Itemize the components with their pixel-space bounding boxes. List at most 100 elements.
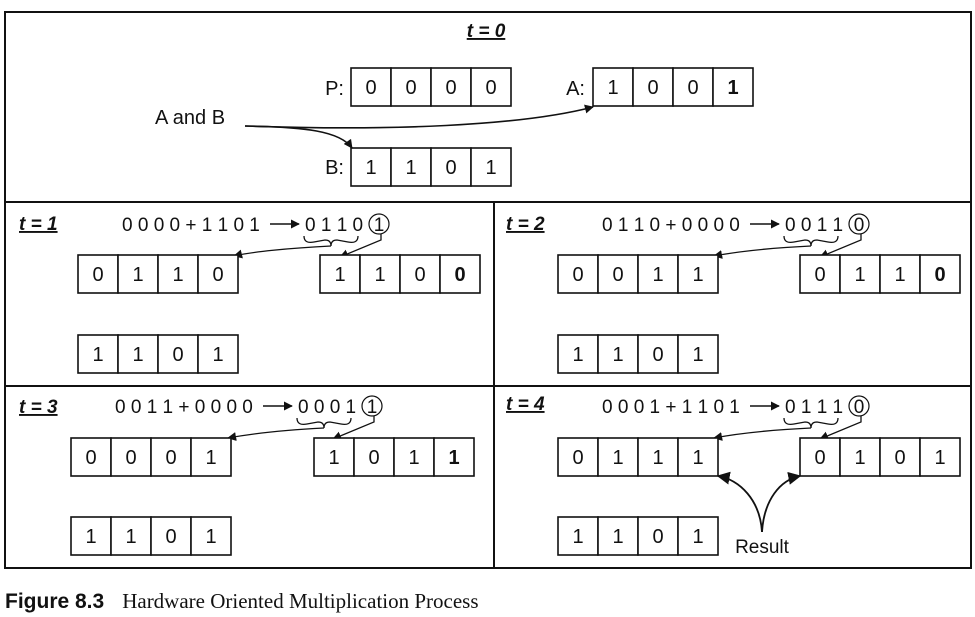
result-brace (783, 417, 839, 429)
bit-value: 0 (814, 264, 825, 286)
bit-value: 1 (652, 264, 663, 286)
operation-result: 0 1 1 0 (305, 215, 363, 236)
panel-t3: t = 3 0 0 1 1 + 0 0 0 0 0 0 0 1 1 0 0 0 1 1… (19, 395, 475, 556)
register-p: 0 1 1 0 (77, 254, 239, 294)
bit-cell (677, 334, 719, 374)
bit-cell (919, 254, 961, 294)
shifted-bit: 1 (367, 397, 378, 418)
bit-value: 1 (85, 526, 96, 548)
bit-cell (190, 516, 232, 556)
bit-value: 1 (205, 526, 216, 548)
result-brace (783, 235, 839, 247)
register-p: 0 1 1 1 (557, 437, 719, 477)
arrow-to-a (332, 416, 375, 441)
bit-value: 0 (814, 447, 825, 469)
bit-cell (157, 254, 199, 294)
bit-cell (313, 437, 355, 477)
register-a: 1 0 0 1 (592, 67, 754, 107)
register-p-label: P: (325, 78, 344, 100)
arrow-to-p (227, 427, 325, 441)
bit-cell (557, 334, 599, 374)
shifted-bit: 0 (854, 215, 865, 236)
bit-cell (557, 254, 599, 294)
bit-cell (190, 437, 232, 477)
outer-frame (4, 11, 972, 569)
register-b: 1 1 0 1 (70, 516, 232, 556)
panel-t2: t = 2 0 1 1 0 + 0 0 0 0 0 0 1 1 0 0 0 1 1 0… (506, 213, 961, 374)
bit-cell (350, 67, 392, 107)
bit-value: 0 (445, 77, 456, 99)
bit-cell (359, 254, 401, 294)
arrow-to-a (244, 104, 594, 129)
bit-value: 1 (607, 77, 618, 99)
arrow-to-p (713, 427, 812, 441)
bit-cell (677, 254, 719, 294)
bit-value: 1 (894, 264, 905, 286)
bit-cell (197, 254, 239, 294)
bit-cell (350, 147, 392, 187)
bit-cell (470, 147, 512, 187)
bit-cell (672, 67, 714, 107)
shifted-bit-circle (848, 395, 870, 417)
bit-value: 0 (85, 447, 96, 469)
bit-cell (110, 437, 152, 477)
bit-cell (597, 516, 639, 556)
bit-cell (319, 254, 361, 294)
bit-value: 0 (652, 344, 663, 366)
operation-text: 0 0 0 0 + 1 1 0 1 (122, 215, 260, 236)
bit-cell (632, 67, 674, 107)
bit-value: 1 (408, 447, 419, 469)
bit-value: 0 (365, 77, 376, 99)
arrow-to-p (233, 245, 332, 259)
bit-cell (117, 254, 159, 294)
operation-text: 0 0 0 1 + 1 1 0 1 (602, 397, 740, 418)
bit-value: 1 (365, 157, 376, 179)
shifted-bit: 1 (374, 215, 385, 236)
figure-number: Figure 8.3 (5, 590, 105, 613)
bit-cell (677, 437, 719, 477)
bit-cell (677, 516, 719, 556)
bit-cell (433, 437, 475, 477)
bit-value: 0 (934, 264, 945, 286)
time-label: t = 1 (19, 214, 58, 235)
arrow-to-p (713, 245, 812, 259)
bit-cell (597, 437, 639, 477)
bit-value: 1 (485, 157, 496, 179)
time-label: t = 4 (506, 394, 545, 415)
bit-value: 1 (934, 447, 945, 469)
arrow-to-a (339, 234, 382, 259)
bit-value: 1 (854, 264, 865, 286)
register-b: 1 1 0 1 (557, 516, 719, 556)
register-b: 1 1 0 1 (350, 147, 512, 187)
bit-cell (110, 516, 152, 556)
bit-value: 1 (612, 447, 623, 469)
figure-title: Hardware Oriented Multiplication Process (122, 589, 479, 613)
bit-value: 0 (485, 77, 496, 99)
arrow-to-a (819, 416, 862, 441)
bit-value: 0 (212, 264, 223, 286)
time-label: t = 3 (19, 397, 58, 418)
operation-result: 0 1 1 1 (785, 397, 843, 418)
operation-result: 0 0 0 1 (298, 397, 356, 418)
bit-value: 1 (572, 526, 583, 548)
register-b: 1 1 0 1 (557, 334, 719, 374)
shifted-bit-circle (368, 213, 390, 235)
bit-value: 0 (92, 264, 103, 286)
bit-value: 1 (334, 264, 345, 286)
result-brace (296, 417, 352, 429)
panel-t0: t = 0 P: 0 0 0 0 A: 1 0 0 1 B: 1 1 0 1 A and B (155, 21, 754, 187)
multiplication-diagram: t = 0 P: 0 0 0 0 A: 1 0 0 1 B: 1 1 0 1 A and B t … (4, 11, 972, 569)
arrow-to-b (244, 125, 353, 149)
arrow-to-a (819, 234, 862, 259)
time-label: t = 2 (506, 214, 545, 235)
bit-value: 0 (894, 447, 905, 469)
register-a: 1 0 1 1 (313, 437, 475, 477)
panel-t4: t = 4 0 0 0 1 + 1 1 0 1 0 1 1 1 0 0 1 1 1 0… (506, 394, 961, 558)
bit-cell (839, 254, 881, 294)
register-a: 0 1 0 1 (799, 437, 961, 477)
operation-text: 0 0 1 1 + 0 0 0 0 (115, 397, 253, 418)
bit-value: 1 (132, 344, 143, 366)
bit-value: 1 (328, 447, 339, 469)
register-p: 0 0 1 1 (557, 254, 719, 294)
register-p: 0 0 0 1 (70, 437, 232, 477)
